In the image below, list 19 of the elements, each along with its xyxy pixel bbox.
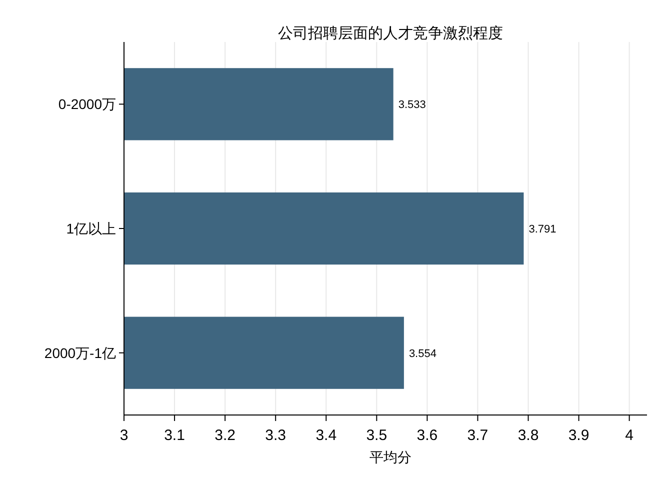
chart-title: 公司招聘层面的人才竞争激烈程度 <box>278 25 503 42</box>
data-label: 3.791 <box>528 224 556 236</box>
x-tick-label: 3.3 <box>265 427 286 444</box>
x-tick-label: 3.4 <box>316 427 337 444</box>
x-tick-label: 3.5 <box>366 427 388 444</box>
x-tick-label: 3.2 <box>214 427 236 444</box>
x-tick-label: 4 <box>625 427 634 444</box>
x-axis-title: 平均分 <box>370 449 412 465</box>
x-tick-label: 3.9 <box>568 427 590 444</box>
y-tick-label: 0-2000万 <box>58 96 116 112</box>
y-tick-label: 2000万-1亿 <box>44 344 116 361</box>
x-tick-label: 3.8 <box>518 427 539 444</box>
x-tick-label: 3.6 <box>416 427 438 444</box>
data-label: 3.554 <box>408 348 436 360</box>
x-tick-label: 3.7 <box>467 427 488 444</box>
x-tick-label: 3.1 <box>164 427 185 444</box>
y-tick-label: 1亿以上 <box>66 220 116 236</box>
x-tick-label: 3 <box>120 427 128 444</box>
data-label: 3.533 <box>398 99 426 112</box>
